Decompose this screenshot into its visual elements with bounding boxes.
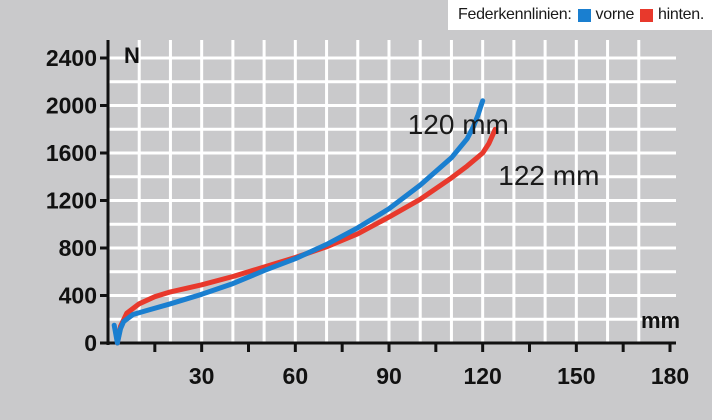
y-tick-label: 2000	[46, 93, 97, 119]
y-tick-label: 1600	[46, 140, 97, 166]
y-tick-label: 1200	[46, 188, 97, 214]
y-axis-label: N	[124, 43, 140, 68]
axes	[100, 40, 676, 352]
grid	[108, 40, 676, 343]
x-tick-label: 120	[463, 363, 501, 389]
x-tick-label: 150	[557, 363, 595, 389]
y-tick-label: 2400	[46, 45, 97, 71]
legend: Federkennlinien: vorne hinten.	[448, 0, 712, 30]
legend-swatch-rear	[640, 8, 654, 22]
legend-swatch-front	[577, 8, 591, 22]
x-tick-labels: 30 60 90 120 150 180	[189, 363, 689, 389]
y-tick-label: 800	[59, 235, 97, 261]
legend-label-front: vorne	[595, 6, 635, 23]
legend-label-rear: hinten.	[658, 6, 704, 23]
y-tick-label: 400	[59, 283, 97, 309]
x-tick-label: 30	[189, 363, 215, 389]
annotation-122mm: 122 mm	[498, 160, 599, 191]
y-tick-labels: 0 400 800 1200 1600 2000 2400	[46, 45, 97, 356]
x-tick-label: 90	[376, 363, 402, 389]
series-lines	[111, 98, 498, 346]
legend-title: Federkennlinien:	[458, 6, 572, 23]
x-tick-label: 60	[283, 363, 309, 389]
x-axis-label: mm	[641, 308, 680, 333]
series-line-front	[111, 98, 486, 346]
x-tick-label: 180	[651, 363, 689, 389]
annotation-120mm: 120 mm	[408, 109, 509, 140]
y-tick-label: 0	[84, 330, 97, 356]
